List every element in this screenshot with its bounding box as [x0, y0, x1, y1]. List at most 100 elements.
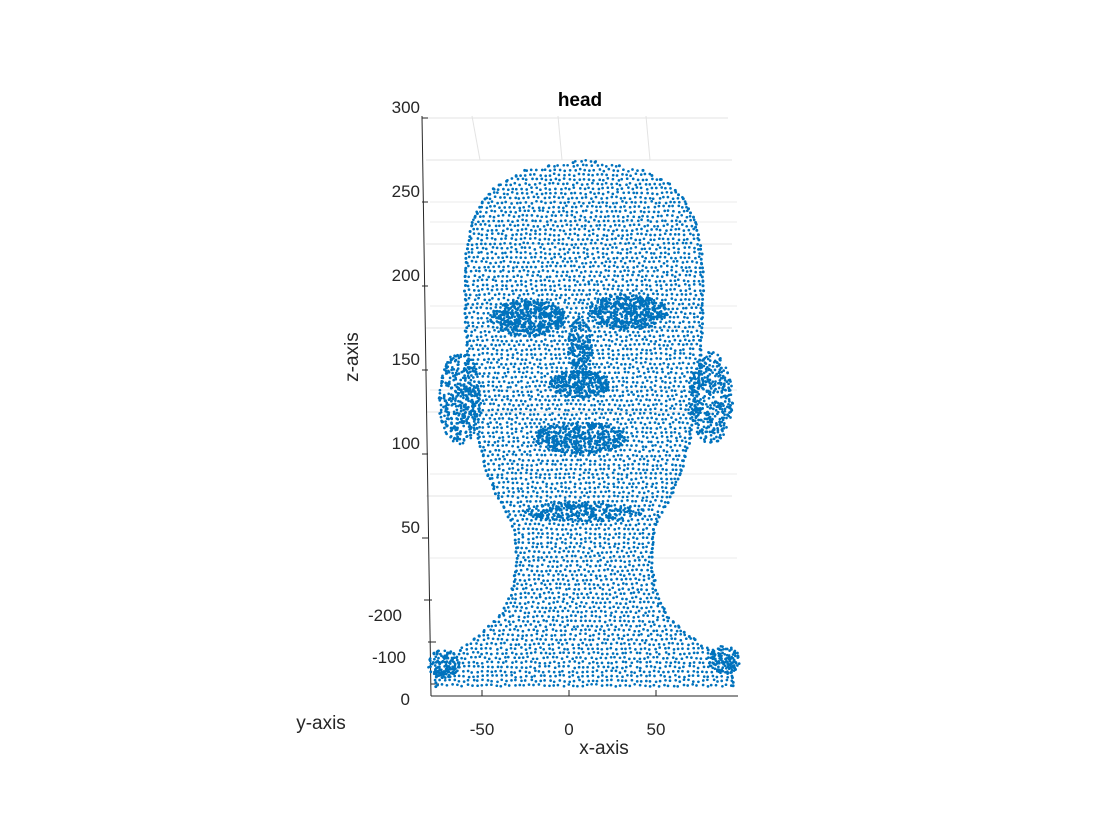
data-point: [555, 482, 559, 485]
data-point: [521, 177, 525, 181]
data-point: [598, 628, 602, 631]
data-point: [616, 494, 620, 498]
data-point: [597, 477, 601, 481]
data-point: [692, 646, 696, 650]
data-point: [588, 628, 591, 632]
data-point: [660, 367, 664, 371]
data-point: [649, 430, 653, 434]
data-point: [538, 422, 541, 425]
data-point: [587, 471, 591, 475]
data-point: [483, 329, 487, 333]
data-point: [562, 665, 565, 668]
data-point: [510, 471, 514, 475]
data-point: [506, 462, 510, 466]
data-point: [653, 347, 657, 350]
data-point: [636, 330, 640, 334]
data-point: [640, 632, 643, 636]
data-point: [502, 395, 506, 398]
data-point: [667, 335, 670, 339]
data-point: [673, 356, 676, 360]
data-point: [606, 499, 610, 503]
data-point: [543, 453, 547, 457]
data-point: [640, 606, 644, 610]
data-point: [647, 205, 650, 209]
data-point: [597, 297, 600, 301]
data-point: [485, 236, 489, 240]
data-point: [674, 283, 678, 286]
data-point: [563, 606, 567, 610]
data-point: [494, 334, 498, 338]
data-point: [574, 490, 577, 494]
data-point: [637, 578, 641, 582]
data-point: [635, 444, 638, 447]
data-point: [526, 482, 530, 486]
data-point: [562, 352, 566, 356]
data-point: [616, 188, 619, 191]
data-point: [526, 404, 530, 408]
data-point: [691, 347, 695, 351]
data-point: [619, 205, 623, 209]
data-point: [606, 177, 610, 180]
data-point: [596, 647, 600, 651]
data-point: [500, 339, 504, 343]
data-point: [613, 242, 617, 245]
data-point: [553, 550, 557, 553]
data-point: [505, 648, 508, 652]
data-point: [627, 370, 630, 374]
data-point: [542, 558, 546, 562]
data-point: [573, 495, 577, 499]
data-point: [591, 181, 594, 185]
data-point: [486, 636, 490, 640]
data-point: [564, 486, 567, 489]
data-point: [624, 651, 627, 655]
data-point: [492, 435, 496, 439]
data-point: [512, 574, 516, 578]
data-point: [683, 675, 686, 679]
data-point: [673, 338, 677, 342]
data-point: [563, 499, 567, 502]
data-point: [710, 670, 714, 674]
data-point: [614, 237, 617, 240]
data-point: [601, 476, 605, 480]
data-point: [505, 638, 509, 642]
data-point: [692, 338, 695, 342]
data-point: [664, 628, 668, 632]
data-point: [668, 454, 672, 457]
data-point: [507, 490, 511, 493]
data-point: [661, 293, 664, 296]
data-point: [523, 616, 526, 619]
data-point: [464, 293, 468, 297]
data-point: [672, 209, 675, 213]
data-point: [566, 579, 570, 582]
data-point: [600, 625, 604, 628]
data-point: [539, 587, 543, 591]
data-point: [630, 485, 634, 489]
data-point: [615, 665, 619, 669]
data-point: [669, 187, 672, 190]
data-point: [686, 330, 690, 333]
data-point: [655, 650, 658, 654]
data-point: [678, 652, 682, 656]
data-point: [607, 628, 611, 631]
data-point: [599, 467, 602, 471]
data-point: [565, 564, 569, 568]
data-point: [493, 209, 497, 213]
data-point: [607, 537, 610, 541]
data-point: [587, 416, 591, 420]
data-point: [467, 324, 471, 328]
data-point: [510, 462, 514, 466]
data-point: [643, 260, 646, 263]
data-point: [637, 609, 641, 613]
data-point: [608, 509, 612, 512]
data-point: [512, 450, 516, 454]
data-point: [510, 524, 514, 528]
data-point: [524, 182, 528, 185]
data-point: [539, 390, 543, 394]
data-point: [563, 633, 567, 637]
data-point: [635, 191, 639, 195]
data-point: [653, 342, 656, 346]
data-point: [517, 404, 521, 407]
data-point: [516, 389, 520, 393]
data-point: [577, 588, 581, 591]
